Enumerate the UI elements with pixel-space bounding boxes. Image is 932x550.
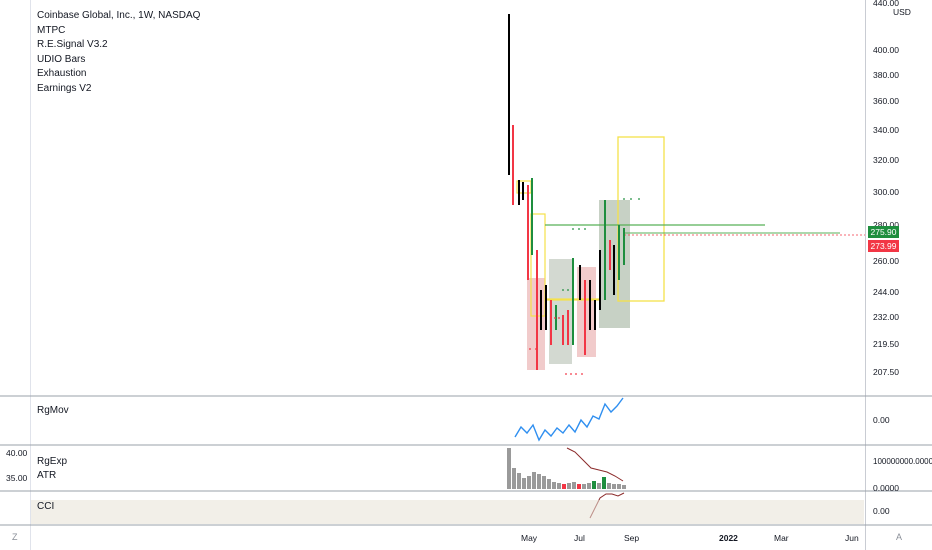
rgmov-line [514,397,624,442]
time-label: Mar [774,533,789,543]
rgexp-axis-bottom: 0.0000 [873,483,899,493]
symbol-title[interactable]: Coinbase Global, Inc., 1W, NASDAQ [37,10,201,21]
bear-zone [577,267,596,357]
price-label: 440.00 [873,0,899,8]
cci-axis: 0.00 [873,506,890,516]
auto-scale-button[interactable]: A [896,532,903,542]
price-label: 207.50 [873,367,899,377]
rgexp-label[interactable]: RgExp [37,456,68,467]
left-axis-label: 35.00 [6,473,28,483]
time-label: May [521,533,538,543]
time-label: Jul [574,533,585,543]
price-label: 360.00 [873,96,899,106]
rgmov-label[interactable]: RgMov [37,405,69,416]
currency-label: USD [893,7,911,17]
yellow-box [617,136,665,302]
left-scale-strip [0,0,31,550]
time-label: Jun [845,533,859,543]
prev-price-tag: 273.99 [868,240,899,252]
price-scale[interactable] [865,0,932,550]
price-label: 400.00 [873,45,899,55]
indicator-udio-bars[interactable]: UDIO Bars [37,53,86,65]
price-label: 320.00 [873,155,899,165]
indicator-mtpc[interactable]: MTPC [37,24,66,36]
price-label: 340.00 [873,125,899,135]
time-label: Sep [624,533,640,543]
price-label: 219.50 [873,339,899,349]
indicator-earnings[interactable]: Earnings V2 [37,82,92,94]
price-label: 232.00 [873,312,899,322]
cci-label[interactable]: CCI [37,501,55,512]
last-price-tag: 275.90 [868,226,899,238]
rgexp-histogram [507,448,626,489]
indicator-exhaustion[interactable]: Exhaustion [37,68,87,79]
price-label: 300.00 [873,187,899,197]
atr-line [566,447,624,482]
atr-label[interactable]: ATR [37,470,57,481]
cci-band [31,500,864,524]
price-label: 244.00 [873,287,899,297]
rgmov-axis: 0.00 [873,415,890,425]
indicator-resignal[interactable]: R.E.Signal V3.2 [37,39,108,50]
price-label: 380.00 [873,70,899,80]
price-label: 280.00 [873,220,899,230]
neutral-zone [549,259,572,364]
left-axis-label: 40.00 [6,448,28,458]
signal-dots [562,198,640,291]
signal-dots [529,317,583,375]
chart-legend: Coinbase Global, Inc., 1W, NASDAQ MTPC R… [37,9,200,96]
price-label: 260.00 [873,256,899,266]
zoom-corner-button[interactable]: Z [12,532,18,542]
price-bars [508,14,625,370]
time-label: 2022 [719,533,738,543]
rgexp-axis-top: 100000000.0000 [873,457,932,466]
